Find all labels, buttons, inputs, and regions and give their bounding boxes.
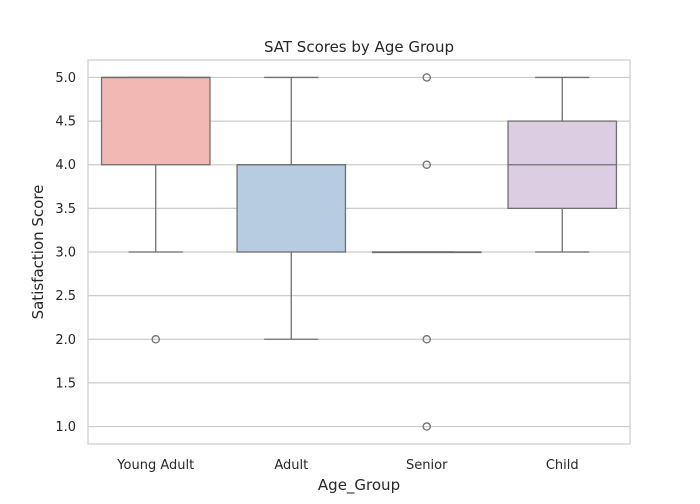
box-group <box>236 76 347 340</box>
box-layer <box>100 73 618 431</box>
x-tick-label: Child <box>546 458 579 473</box>
y-tick-label: 5.0 <box>55 71 76 86</box>
iqr-box <box>236 164 347 253</box>
iqr-box <box>100 76 211 166</box>
y-tick-label: 1.0 <box>55 420 76 435</box>
plot-area-frame <box>87 59 631 445</box>
chart-title: SAT Scores by Age Group <box>264 38 454 56</box>
outlier-point <box>151 335 160 344</box>
x-tick-labels: Young Adult Adult Senior Child <box>116 458 578 473</box>
y-axis-label: Satisfaction Score <box>29 185 47 320</box>
box-group <box>371 73 482 431</box>
y-tick-label: 2.0 <box>55 333 76 348</box>
outlier-point <box>422 160 431 169</box>
y-tick-label: 4.5 <box>55 115 76 130</box>
x-tick-label: Young Adult <box>116 458 194 473</box>
y-tick-labels: 1.0 1.5 2.0 2.5 3.0 3.5 4.0 4.5 5.0 <box>55 71 76 435</box>
outlier-point <box>422 422 431 431</box>
x-axis-label: Age_Group <box>318 476 400 495</box>
y-tick-label: 1.5 <box>55 376 76 391</box>
box-group <box>507 76 618 253</box>
x-tick-label: Senior <box>406 458 448 473</box>
outlier-point <box>422 335 431 344</box>
outlier-point <box>422 73 431 82</box>
y-tick-label: 2.5 <box>55 289 76 304</box>
box-group <box>100 76 211 344</box>
x-tick-label: Adult <box>274 458 308 473</box>
y-tick-label: 4.0 <box>55 158 76 173</box>
y-tick-label: 3.0 <box>55 246 76 261</box>
y-tick-label: 3.5 <box>55 202 76 217</box>
